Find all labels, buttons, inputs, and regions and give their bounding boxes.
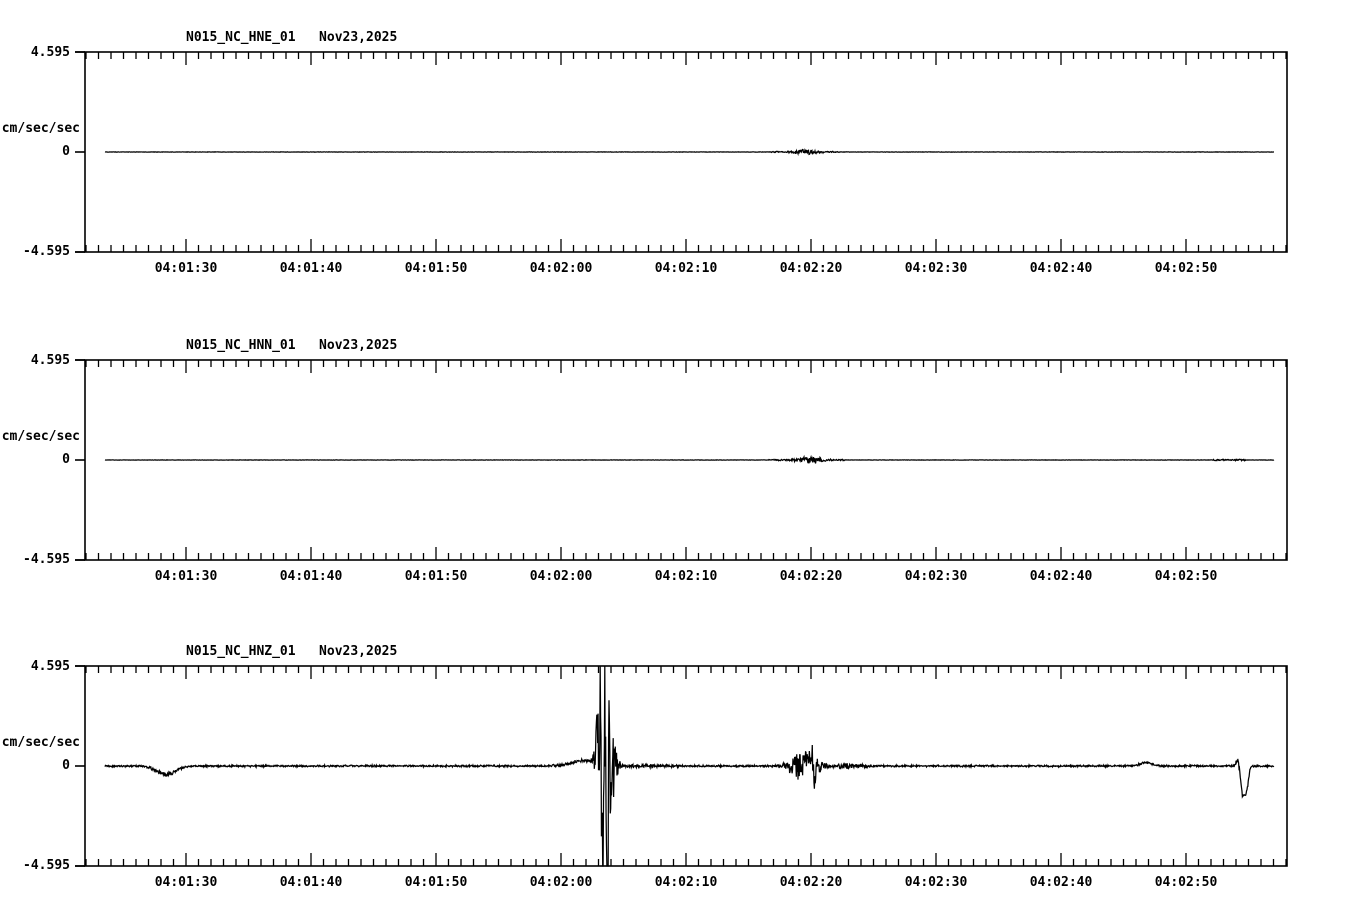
panel-hnz-xtick-5: 04:02:20 — [779, 875, 843, 890]
panel-hnn-ytick-max: 4.595 — [30, 353, 70, 368]
panel-hnz-title: N015_NC_HNZ_01 Nov23,2025 — [186, 644, 398, 659]
panel-hnz-xtick-1: 04:01:40 — [279, 875, 343, 890]
panel-hnn-plot — [75, 359, 1288, 561]
panel-hnz-plot — [75, 665, 1288, 867]
panel-hne-xtick-8: 04:02:50 — [1154, 261, 1218, 276]
panel-hne: N015_NC_HNE_01 Nov23,2025 cm/sec/sec 4.5… — [0, 0, 1358, 300]
panel-hnz-xtick-2: 04:01:50 — [404, 875, 468, 890]
panel-hnn-title: N015_NC_HNN_01 Nov23,2025 — [186, 338, 398, 353]
panel-hne-xtick-7: 04:02:40 — [1029, 261, 1093, 276]
panel-hnn-xtick-1: 04:01:40 — [279, 569, 343, 584]
panel-hne-xtick-0: 04:01:30 — [154, 261, 218, 276]
panel-hne-xtick-6: 04:02:30 — [904, 261, 968, 276]
panel-hne-xtick-2: 04:01:50 — [404, 261, 468, 276]
panel-hnn-xtick-2: 04:01:50 — [404, 569, 468, 584]
panel-hnn-ytick-mid: 0 — [62, 452, 70, 467]
panel-hnn-xtick-5: 04:02:20 — [779, 569, 843, 584]
panel-hnz-yaxis-unit: cm/sec/sec — [1, 735, 80, 750]
panel-hne-yaxis-unit: cm/sec/sec — [1, 121, 80, 136]
panel-hne-xtick-4: 04:02:10 — [654, 261, 718, 276]
panel-hne-xtick-3: 04:02:00 — [529, 261, 593, 276]
panel-hnn-xtick-4: 04:02:10 — [654, 569, 718, 584]
panel-hnn-xtick-6: 04:02:30 — [904, 569, 968, 584]
panel-hnn-xtick-3: 04:02:00 — [529, 569, 593, 584]
panel-hne-plot — [75, 51, 1288, 253]
panel-hnz-xtick-6: 04:02:30 — [904, 875, 968, 890]
panel-hnz-xtick-0: 04:01:30 — [154, 875, 218, 890]
panel-hne-ytick-min: -4.595 — [23, 244, 70, 259]
panel-hnn-yaxis-unit: cm/sec/sec — [1, 429, 80, 444]
panel-hne-xtick-1: 04:01:40 — [279, 261, 343, 276]
panel-hne-title: N015_NC_HNE_01 Nov23,2025 — [186, 30, 398, 45]
panel-hnn-xtick-8: 04:02:50 — [1154, 569, 1218, 584]
panel-hne-xtick-5: 04:02:20 — [779, 261, 843, 276]
panel-hnn-ytick-min: -4.595 — [23, 552, 70, 567]
panel-hnz-ytick-min: -4.595 — [23, 858, 70, 873]
panel-hne-ytick-max: 4.595 — [30, 45, 70, 60]
panel-hnn: N015_NC_HNN_01 Nov23,2025 cm/sec/sec 4.5… — [0, 308, 1358, 608]
panel-hnz-xtick-7: 04:02:40 — [1029, 875, 1093, 890]
panel-hnn-xtick-0: 04:01:30 — [154, 569, 218, 584]
panel-hne-ytick-mid: 0 — [62, 144, 70, 159]
panel-hnz-xtick-8: 04:02:50 — [1154, 875, 1218, 890]
panel-hnz-ytick-max: 4.595 — [30, 659, 70, 674]
panel-hnz-xtick-3: 04:02:00 — [529, 875, 593, 890]
panel-hnz: N015_NC_HNZ_01 Nov23,2025 cm/sec/sec 4.5… — [0, 614, 1358, 924]
panel-hnn-xtick-7: 04:02:40 — [1029, 569, 1093, 584]
panel-hnz-ytick-mid: 0 — [62, 758, 70, 773]
panel-hnz-xtick-4: 04:02:10 — [654, 875, 718, 890]
